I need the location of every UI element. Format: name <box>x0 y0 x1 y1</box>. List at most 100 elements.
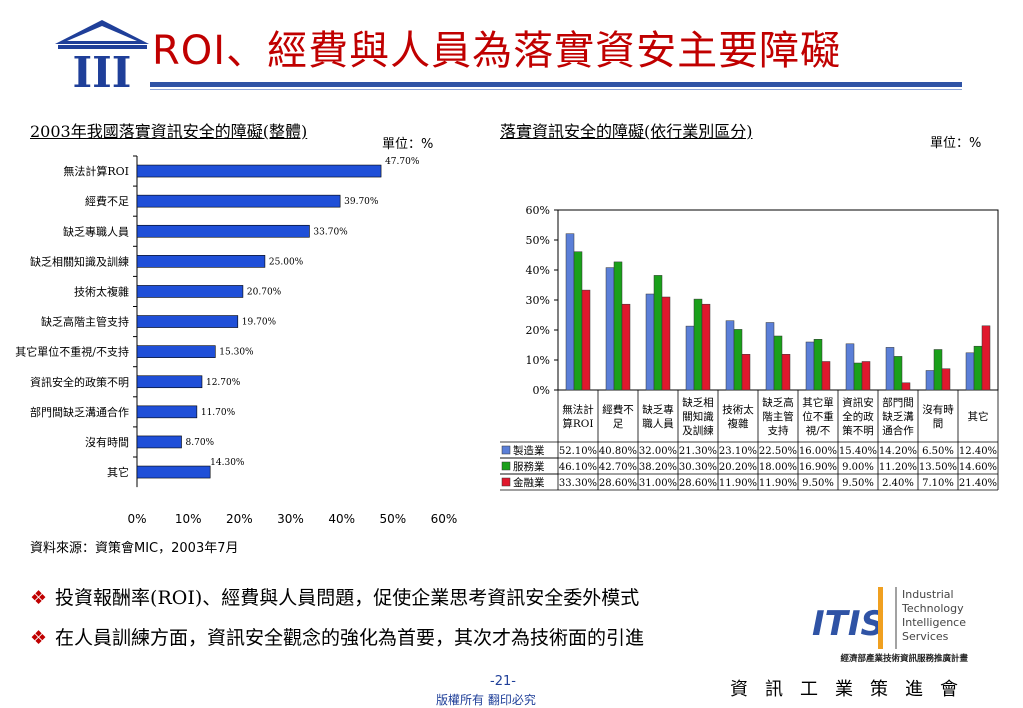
table-cell: 7.10% <box>922 478 954 489</box>
category-label: 無法計算ROI <box>63 164 129 178</box>
bar <box>893 356 903 391</box>
bar <box>136 194 341 208</box>
category-label: 缺乏高階主管支持 <box>41 315 129 329</box>
x-tick-label: 40% <box>328 512 355 526</box>
legend-swatch <box>501 477 511 487</box>
table-cell: 52.10% <box>559 446 597 457</box>
bar <box>605 267 615 391</box>
table-cell: 13.50% <box>919 462 957 473</box>
category-label: 策不明 <box>842 424 874 437</box>
left-chart-unit: 單位：% <box>382 137 434 152</box>
overall-barriers-chart: 無法計算ROI 47.70% 經費不足 39.70% 缺乏專職人員 33.70% 缺乏相關知… <box>15 155 457 526</box>
category-label: 技術太複雜 <box>74 284 129 298</box>
bar <box>781 354 791 391</box>
x-tick-label: 10% <box>175 512 202 526</box>
bar <box>725 320 735 391</box>
table-cell: 21.30% <box>679 446 717 457</box>
itis-line: Services <box>902 630 949 643</box>
bar <box>136 375 203 389</box>
bar <box>773 335 783 391</box>
table-cell: 11.90% <box>759 478 797 489</box>
bar <box>701 303 711 391</box>
industry-barriers-chart: 0% 10% 20% 30% 40% 50% 60% 無法計算ROI 經費不足 缺乏專職人員缺乏相… <box>500 204 999 491</box>
y-tick-label: 20% <box>526 324 550 337</box>
table-cell: 21.40% <box>959 478 997 489</box>
category-label: 其它 <box>968 410 989 423</box>
category-label: 其它 <box>107 465 129 479</box>
bullet-item: ❖ 在人員訓練方面，資訊安全觀念的強化為首要，其次才為技術面的引進 <box>30 623 644 650</box>
bar <box>136 164 382 178</box>
legend-label: 製造業 <box>513 444 545 457</box>
table-cell: 16.00% <box>799 446 837 457</box>
table-cell: 9.00% <box>842 462 874 473</box>
bullet-mark-icon: ❖ <box>30 627 48 649</box>
bullet-text: 投資報酬率(ROI)、經費與人員問題，促使企業思考資訊安全委外模式 <box>55 587 640 609</box>
slide-title: ROI、經費與人員為落實資安主要障礙 <box>152 28 842 74</box>
itis-line: Technology <box>901 602 964 615</box>
table-cell: 31.00% <box>639 478 677 489</box>
y-tick-label: 60% <box>526 204 550 217</box>
itis-line: Intelligence <box>902 616 966 629</box>
bar <box>653 275 663 391</box>
bullet-text: 在人員訓練方面，資訊安全觀念的強化為首要，其次才為技術面的引進 <box>55 627 645 649</box>
bar <box>885 347 895 391</box>
bar <box>136 435 182 449</box>
data-label: 8.70% <box>186 438 215 448</box>
bar <box>861 361 871 391</box>
table-cell: 14.20% <box>879 446 917 457</box>
category-label: 資訊安全的政策不明 <box>30 375 129 389</box>
category-label: 全的政 <box>842 410 874 423</box>
legend-swatch <box>501 461 511 471</box>
bar <box>941 368 951 391</box>
data-label: 20.70% <box>247 287 282 297</box>
category-label: 缺乏專職人員 <box>63 224 129 238</box>
iii-logo: III <box>55 20 149 92</box>
bar <box>136 405 198 419</box>
data-label: 15.30% <box>219 348 254 358</box>
bar <box>805 341 815 391</box>
table-cell: 12.40% <box>959 446 997 457</box>
data-label: 12.70% <box>206 378 241 388</box>
table-cell: 28.60% <box>679 478 717 489</box>
bar <box>136 255 266 268</box>
bar <box>933 349 943 391</box>
table-cell: 38.20% <box>639 462 677 473</box>
table-cell: 40.80% <box>599 446 637 457</box>
data-label: 33.70% <box>313 227 348 237</box>
bar <box>685 325 695 391</box>
x-tick-label: 20% <box>226 512 253 526</box>
data-label: 39.70% <box>344 197 379 207</box>
y-tick-label: 30% <box>526 294 550 307</box>
category-label: 無法計 <box>562 403 594 416</box>
category-label: 技術太 <box>722 403 754 416</box>
bar <box>813 339 823 391</box>
category-label: 資訊安 <box>842 396 874 409</box>
category-label: 通合作 <box>882 424 914 437</box>
category-label: 部門間 <box>882 396 914 409</box>
table-cell: 32.00% <box>639 446 677 457</box>
bar <box>565 233 575 391</box>
category-label: 其它單 <box>802 396 834 409</box>
bar <box>965 352 975 391</box>
table-cell: 11.90% <box>719 478 757 489</box>
category-label: 算ROI <box>562 417 593 430</box>
category-label: 支持 <box>768 424 789 437</box>
table-cell: 16.90% <box>799 462 837 473</box>
page-number: -21- <box>490 674 516 689</box>
itis-mark: ITIS <box>812 604 885 644</box>
itis-logo: ITIS Industrial Technology Intelligence … <box>812 587 968 664</box>
right-chart-unit: 單位：% <box>930 136 982 151</box>
bar <box>901 382 911 391</box>
bar <box>741 354 751 391</box>
bar <box>136 285 244 298</box>
table-cell: 18.00% <box>759 462 797 473</box>
data-label: 11.70% <box>201 408 236 418</box>
data-label: 14.30% <box>210 458 245 468</box>
data-source: 資料來源：資策會MIC，2003年7月 <box>30 541 239 556</box>
table-cell: 22.50% <box>759 446 797 457</box>
bar <box>765 322 775 391</box>
table-cell: 9.50% <box>842 478 874 489</box>
category-label: 經費不 <box>602 403 634 416</box>
category-label: 部門間缺乏溝通合作 <box>30 405 129 419</box>
y-tick-label: 0% <box>533 384 550 397</box>
